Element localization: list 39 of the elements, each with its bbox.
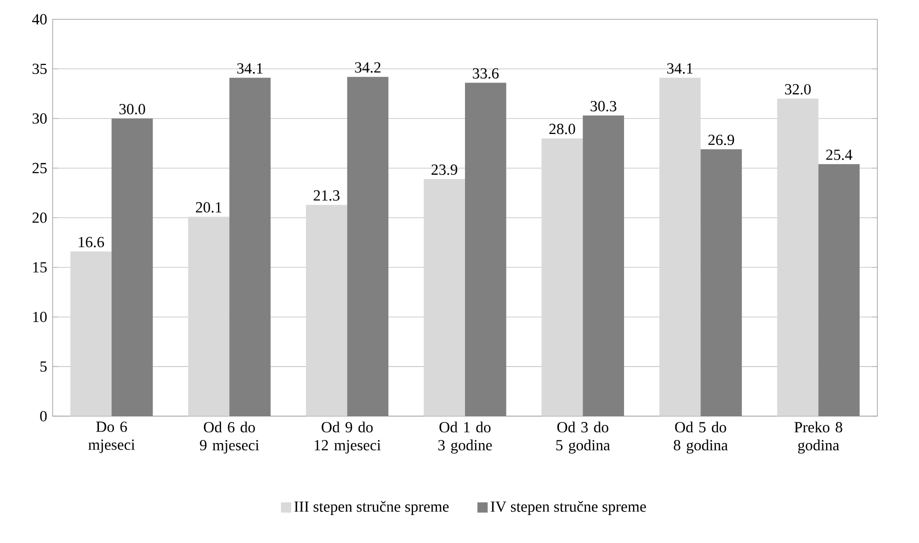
y-tick-label: 10 <box>33 312 47 322</box>
legend-label: III stepen stručne spreme <box>294 500 449 515</box>
data-label: 25.4 <box>826 149 852 160</box>
x-tick-label: Od 6 do 9 mjeseci <box>200 421 260 454</box>
data-label: 28.0 <box>549 124 576 134</box>
y-tick-label: 40 <box>32 14 47 24</box>
bar <box>424 178 465 416</box>
x-tick-label: Preko 8 godina <box>794 421 842 454</box>
y-tick-label: 20 <box>32 212 47 223</box>
legend-label: IV stepen stručne spreme <box>490 500 646 515</box>
y-tick-label: 30 <box>32 113 47 124</box>
data-label: 34.1 <box>667 63 693 74</box>
y-tick-label: 5 <box>40 361 47 372</box>
data-label: 26.9 <box>708 134 734 145</box>
y-tick-label: 35 <box>32 64 47 74</box>
x-tick-label: Od 1 do 3 godine <box>438 421 492 454</box>
x-tick-label: Od 9 do 12 mjeseci <box>314 421 381 454</box>
bar <box>70 251 112 416</box>
bar <box>777 98 818 416</box>
data-label: 21.3 <box>314 190 340 201</box>
data-label: 23.9 <box>432 164 458 175</box>
y-tick-label: 15 <box>33 262 47 272</box>
bar <box>542 138 583 416</box>
data-label: 30.3 <box>590 100 616 112</box>
data-label: 34.1 <box>237 63 263 74</box>
x-tick-label: Od 3 do 5 godina <box>556 421 610 454</box>
y-tick-label: 25 <box>32 162 47 174</box>
data-label: 33.6 <box>472 68 499 78</box>
x-tick-label: Od 5 do 8 godina <box>674 421 728 454</box>
bar <box>188 216 230 416</box>
data-label: 16.6 <box>78 236 104 248</box>
x-tick-label: Do 6 mjeseci <box>88 421 135 453</box>
bar <box>306 204 348 416</box>
data-label: 30.0 <box>119 104 146 114</box>
bar <box>659 78 701 416</box>
data-label: 32.0 <box>785 84 811 94</box>
data-label: 34.2 <box>355 62 380 73</box>
y-tick-label: 0 <box>40 410 47 422</box>
data-label: 20.1 <box>196 202 222 212</box>
